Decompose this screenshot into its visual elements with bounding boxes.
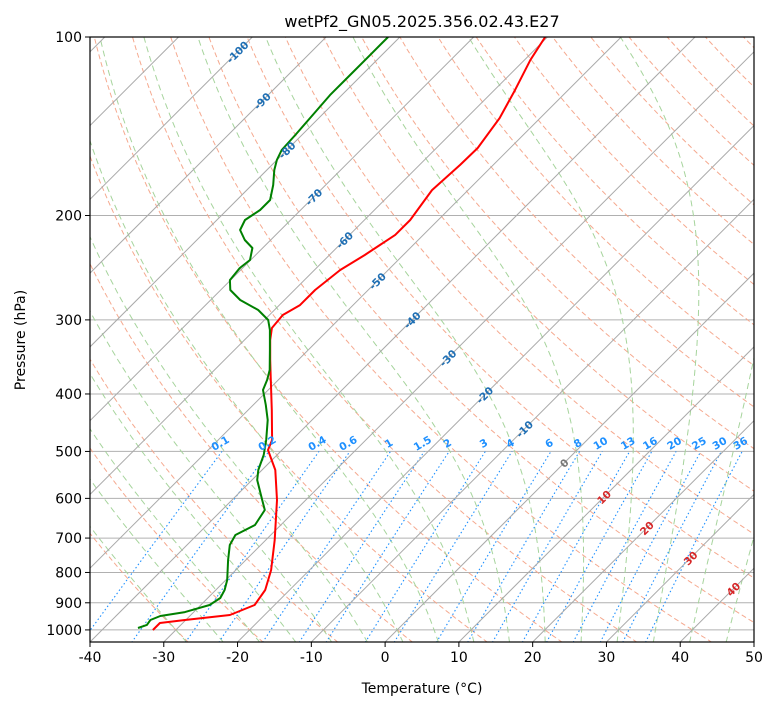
x-tick-label: -20 [226,650,249,666]
moist-adiabat [265,37,546,642]
dry-adiabat [90,532,189,642]
isotherm [90,37,548,496]
dry-adiabat [90,358,339,642]
dry-adiabat [437,37,754,367]
isotherm [163,51,754,642]
plot-background [90,37,754,642]
chart-title: wetPf2_GN05.2025.356.02.43.E27 [284,12,559,32]
isotherm [236,124,754,642]
y-tick-label: 300 [55,313,82,329]
isotherm [90,37,622,569]
x-tick-label: -10 [300,650,323,666]
moist-adiabat [90,139,404,642]
x-tick-label: 10 [450,650,468,666]
mixing-ratio-line [218,451,351,642]
moist-adiabat [90,427,261,642]
x-tick-label: -40 [79,650,102,666]
mixing-ratio-line [364,451,486,642]
dry-adiabat [90,154,488,642]
dry-adiabat [208,37,754,624]
isotherm [531,419,754,642]
x-tick-label: 50 [745,650,763,666]
moist-adiabat [90,478,224,642]
moist-adiabat [143,37,475,642]
isotherm [458,346,754,642]
isotherm [90,37,401,348]
isotherm [90,37,253,201]
isotherm [753,641,754,642]
dry-adiabat [170,37,713,642]
axes: -40 -30 -20 -10 0 10 20 30 40 50 100 200 300 400 500 60… [46,30,763,666]
mixing-ratio-line [262,451,391,642]
mixing-ratio-line [325,451,450,642]
dry-adiabat [93,37,563,642]
y-tick-label: 700 [55,531,82,547]
moist-adiabat [99,37,439,642]
x-tick-label: 30 [598,650,616,666]
mixing-ratio-line [546,451,653,642]
y-tick-label: 600 [55,491,82,507]
dry-adiabat [323,37,754,492]
isotherm [90,37,475,422]
y-tick-label: 900 [55,596,82,612]
moist-adiabat [90,310,333,642]
mixing-ratio-line [131,451,270,642]
moist-adiabat [90,372,297,642]
mixing-ratio-line [645,451,743,642]
dry-adiabat [90,447,264,642]
mixing-ratio-line [298,451,425,642]
dewpoint-profile [137,37,389,629]
dry-adiabat [132,37,638,642]
moist-adiabat [352,37,585,642]
y-tick-label: 200 [55,208,82,224]
y-tick-label: 400 [55,387,82,403]
mixing-ratio-line [572,451,677,642]
data-series [137,37,547,631]
x-tick-label: 0 [381,650,390,666]
dry-adiabat [361,37,754,450]
isotherm [90,37,327,274]
plot-frame [89,36,755,643]
dry-adiabat [90,262,414,642]
y-tick-label: 800 [55,565,82,581]
moist-adiabat [90,235,368,642]
y-axis-label: Pressure (hPa) [13,290,29,390]
mixing-ratio-line [521,451,631,642]
y-tick-label: 100 [55,30,82,46]
x-tick-label: 40 [671,650,689,666]
y-tick-label: 500 [55,444,82,460]
moist-adiabat [90,525,188,642]
y-tick-label: 1000 [46,623,82,639]
mixing-ratio-line [393,451,513,642]
moist-adiabat [619,37,700,642]
x-tick-label: -30 [152,650,175,666]
background-lines [90,37,754,642]
dry-adiabat [284,37,754,535]
x-tick-label: 20 [524,650,542,666]
isotherm [605,493,754,642]
isotherm [384,272,754,642]
isotherm [90,37,696,642]
moist-adiabat [725,534,754,642]
mixing-ratio-line [90,451,223,632]
isotherm [310,198,754,642]
x-axis-label: Temperature (°C) [361,681,483,697]
moist-adiabat [197,37,510,642]
moist-adiabat [689,355,754,642]
